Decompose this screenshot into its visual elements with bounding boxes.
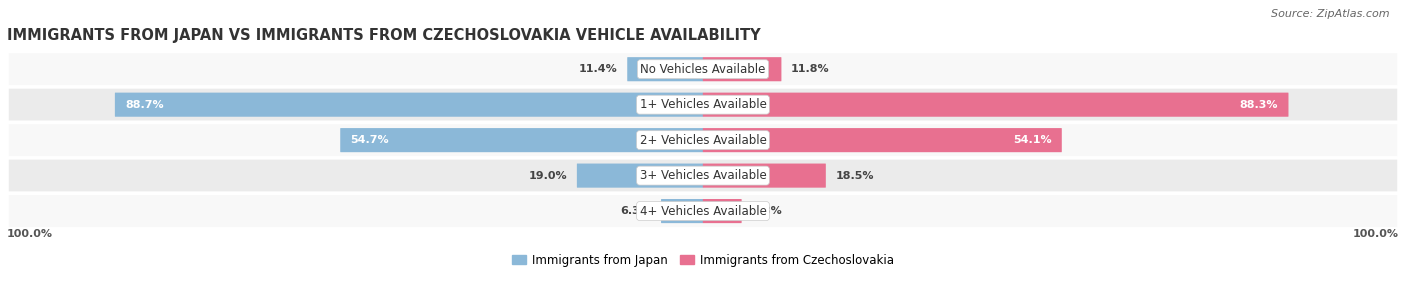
Text: 88.7%: 88.7% [125,100,163,110]
FancyBboxPatch shape [703,199,741,223]
FancyBboxPatch shape [340,128,703,152]
Text: 1+ Vehicles Available: 1+ Vehicles Available [640,98,766,111]
Legend: Immigrants from Japan, Immigrants from Czechoslovakia: Immigrants from Japan, Immigrants from C… [508,249,898,271]
FancyBboxPatch shape [7,87,1399,122]
FancyBboxPatch shape [576,164,703,188]
FancyBboxPatch shape [703,128,1062,152]
Text: 18.5%: 18.5% [835,171,875,180]
FancyBboxPatch shape [7,193,1399,229]
FancyBboxPatch shape [115,93,703,117]
Text: 5.8%: 5.8% [751,206,782,216]
FancyBboxPatch shape [7,51,1399,87]
Text: 11.4%: 11.4% [579,64,617,74]
Text: 88.3%: 88.3% [1240,100,1278,110]
Text: Source: ZipAtlas.com: Source: ZipAtlas.com [1271,9,1389,19]
Text: 11.8%: 11.8% [792,64,830,74]
Text: 100.0%: 100.0% [1353,229,1399,239]
Text: 54.1%: 54.1% [1012,135,1052,145]
Text: 3+ Vehicles Available: 3+ Vehicles Available [640,169,766,182]
Text: 100.0%: 100.0% [7,229,53,239]
FancyBboxPatch shape [627,57,703,81]
Text: 6.3%: 6.3% [620,206,651,216]
Text: 4+ Vehicles Available: 4+ Vehicles Available [640,204,766,218]
FancyBboxPatch shape [703,93,1288,117]
FancyBboxPatch shape [703,164,825,188]
FancyBboxPatch shape [661,199,703,223]
Text: 2+ Vehicles Available: 2+ Vehicles Available [640,134,766,147]
Text: No Vehicles Available: No Vehicles Available [640,63,766,76]
FancyBboxPatch shape [7,158,1399,193]
Text: IMMIGRANTS FROM JAPAN VS IMMIGRANTS FROM CZECHOSLOVAKIA VEHICLE AVAILABILITY: IMMIGRANTS FROM JAPAN VS IMMIGRANTS FROM… [7,28,761,43]
FancyBboxPatch shape [7,122,1399,158]
FancyBboxPatch shape [703,57,782,81]
Text: 54.7%: 54.7% [350,135,389,145]
Text: 19.0%: 19.0% [529,171,567,180]
